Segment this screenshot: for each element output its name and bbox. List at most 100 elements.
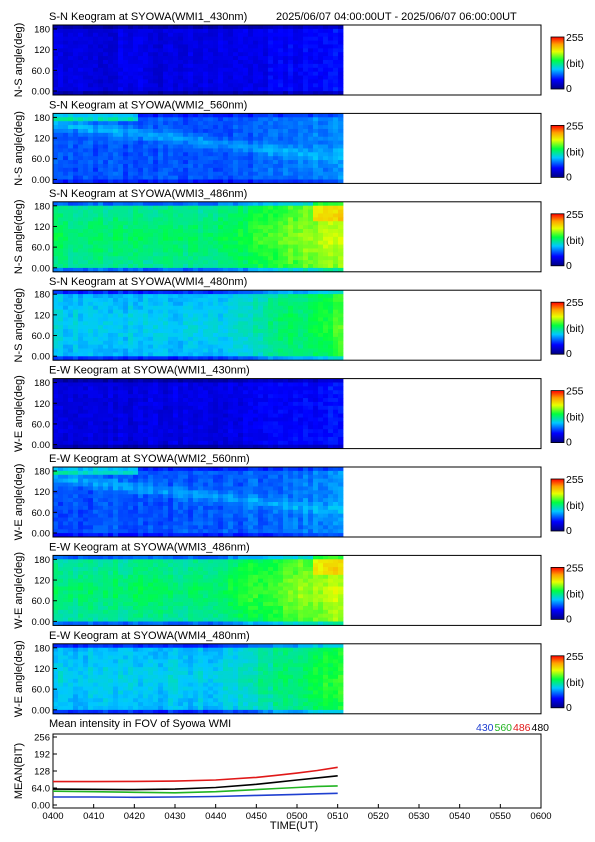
heatmap-cell [208, 413, 214, 418]
heatmap-cell [93, 421, 99, 426]
heatmap-cell [118, 382, 124, 387]
heatmap-cell [123, 167, 129, 173]
heatmap-cell [128, 60, 134, 65]
heatmap-cell [98, 163, 104, 169]
heatmap-cell [98, 352, 104, 357]
heatmap-cell [223, 67, 229, 73]
heatmap-cell [148, 244, 154, 249]
heatmap-cell [138, 225, 144, 230]
heatmap-cell [58, 401, 64, 407]
heatmap-cell [78, 390, 84, 395]
heatmap-cell [78, 348, 84, 353]
heatmap-cell [158, 140, 164, 145]
heatmap-cell [68, 128, 74, 134]
heatmap-cell [313, 260, 319, 265]
heatmap-cell [173, 236, 179, 242]
heatmap-cell [288, 309, 294, 314]
heatmap-cell [258, 297, 264, 303]
heatmap-cell [273, 75, 279, 80]
heatmap-cell [123, 125, 129, 130]
heatmap-cell [223, 48, 229, 53]
heatmap-cell [178, 113, 184, 118]
heatmap-cell [293, 32, 299, 38]
heatmap-cell [53, 52, 59, 57]
heatmap-cell [278, 313, 284, 318]
keogram-heatmap [53, 378, 344, 449]
heatmap-cell [218, 217, 224, 222]
heatmap-cell [168, 75, 174, 80]
heatmap-cell [193, 232, 199, 238]
heatmap-cell [273, 91, 279, 96]
heatmap-cell [133, 301, 139, 307]
colorbar-max-label: 255 [566, 209, 584, 221]
heatmap-cell [68, 91, 74, 96]
heatmap-cell [248, 132, 254, 138]
heatmap-cell [88, 440, 94, 446]
heatmap-cell [213, 444, 219, 449]
heatmap-cell [178, 156, 184, 161]
heatmap-cell [128, 175, 134, 180]
heatmap-cell [98, 332, 104, 338]
heatmap-cell [173, 321, 179, 326]
heatmap-cell [68, 221, 74, 226]
heatmap-cell [188, 40, 194, 45]
heatmap-cell [93, 148, 99, 153]
heatmap-cell [228, 52, 234, 57]
heatmap-cell [208, 325, 214, 330]
heatmap-cell [83, 248, 89, 253]
heatmap-cell [248, 348, 254, 353]
heatmap-cell [243, 386, 249, 391]
heatmap-cell [193, 256, 199, 261]
heatmap-cell [253, 305, 259, 311]
heatmap-cell [248, 32, 254, 38]
heatmap-cell [298, 136, 304, 142]
heatmap-cell [148, 321, 154, 326]
y-tick-label: 60.0 [32, 154, 51, 165]
heatmap-cell [163, 260, 169, 265]
heatmap-cell [243, 201, 249, 207]
heatmap-cell [143, 160, 149, 165]
heatmap-cell [78, 301, 84, 307]
heatmap-cell [108, 429, 114, 434]
heatmap-cell [138, 352, 144, 357]
heatmap-cell [313, 221, 319, 226]
heatmap-cell [318, 52, 324, 57]
heatmap-cell [168, 79, 174, 84]
heatmap-cell [323, 332, 329, 338]
heatmap-cell [198, 260, 204, 265]
heatmap-cell [208, 309, 214, 314]
heatmap-cell [58, 378, 64, 383]
heatmap-cell [148, 413, 154, 418]
heatmap-cell [133, 144, 139, 149]
heatmap-cell [298, 121, 304, 126]
heatmap-cell [128, 409, 134, 414]
heatmap-cell [248, 205, 254, 210]
heatmap-cell [53, 121, 59, 126]
heatmap-cell [78, 444, 84, 449]
heatmap-cell [208, 229, 214, 234]
heatmap-cell [338, 317, 344, 322]
heatmap-cell [298, 132, 304, 138]
heatmap-cell [278, 294, 284, 299]
heatmap-cell [298, 336, 304, 342]
heatmap-cell [278, 56, 284, 61]
heatmap-cell [253, 179, 259, 184]
heatmap-cell [248, 52, 254, 57]
heatmap-cell [253, 401, 259, 407]
heatmap-cell [133, 113, 139, 118]
heatmap-cell [193, 171, 199, 177]
heatmap-cell [203, 175, 209, 180]
heatmap-cell [128, 309, 134, 314]
heatmap-cell [58, 171, 64, 177]
heatmap-cell [143, 321, 149, 326]
heatmap-cell [113, 156, 119, 161]
heatmap-cell [293, 209, 299, 214]
heatmap-cell [273, 48, 279, 53]
heatmap-cell [233, 125, 239, 130]
heatmap-cell [153, 136, 159, 142]
keogram-heatmap [53, 113, 344, 184]
heatmap-cell [253, 409, 259, 414]
heatmap-cell [243, 25, 249, 30]
heatmap-cell [328, 36, 334, 41]
heatmap-cell [253, 329, 259, 334]
